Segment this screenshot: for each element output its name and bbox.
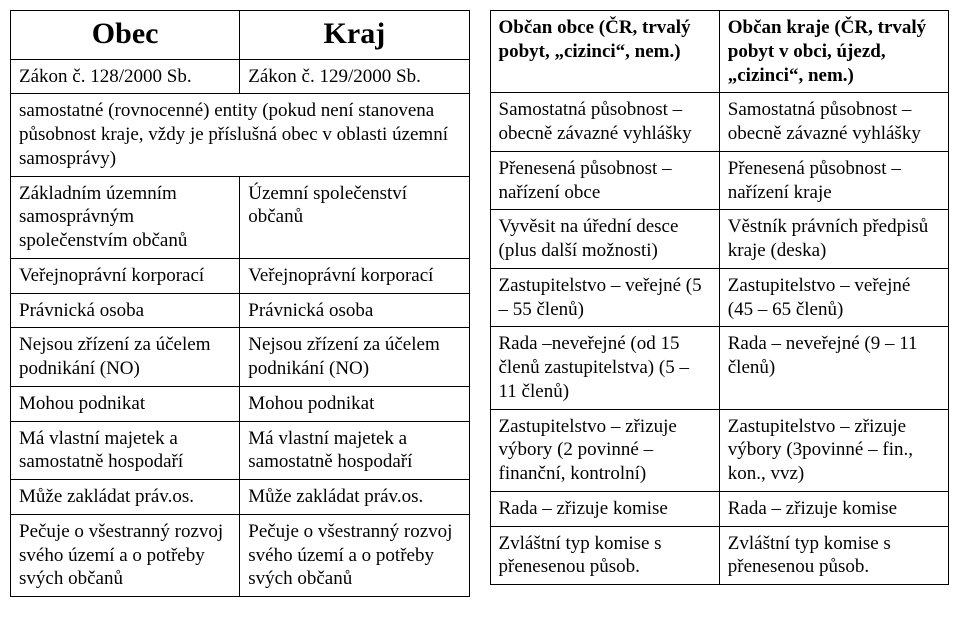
table-row: Občan obce (ČR, trvalý pobyt, „cizinci“,…	[490, 11, 949, 93]
cell: Mohou podnikat	[11, 386, 240, 421]
table-row: Mohou podnikat Mohou podnikat	[11, 386, 470, 421]
left-header-obec: Obec	[11, 11, 240, 60]
cell: Přenesená působnost – nařízení kraje	[719, 151, 948, 210]
table-header-row: Obec Kraj	[11, 11, 470, 60]
right-table: Občan obce (ČR, trvalý pobyt, „cizinci“,…	[490, 10, 950, 585]
table-row: Zastupitelstvo – zřizuje výbory (2 povin…	[490, 409, 949, 491]
table-row: Rada – zřizuje komise Rada – zřizuje kom…	[490, 491, 949, 526]
cell: Občan kraje (ČR, trvalý pobyt v obci, új…	[719, 11, 948, 93]
table-row: Pečuje o všestranný rozvoj svého území a…	[11, 514, 470, 596]
table-row: Může zakládat práv.os. Může zakládat prá…	[11, 480, 470, 515]
left-column: Obec Kraj Zákon č. 128/2000 Sb. Zákon č.…	[10, 10, 470, 597]
right-column: Občan obce (ČR, trvalý pobyt, „cizinci“,…	[490, 10, 950, 597]
cell: Mohou podnikat	[240, 386, 469, 421]
table-row: Rada –neveřejné (od 15 členů zastupitels…	[490, 327, 949, 409]
page-container: Obec Kraj Zákon č. 128/2000 Sb. Zákon č.…	[10, 10, 949, 597]
table-row: Vyvěsit na úřední desce (plus další možn…	[490, 210, 949, 269]
cell: Zvláštní typ komise s přenesenou působ.	[490, 526, 719, 585]
table-row: Základním územním samosprávným společens…	[11, 176, 470, 258]
cell: Vyvěsit na úřední desce (plus další možn…	[490, 210, 719, 269]
cell: Zákon č. 128/2000 Sb.	[11, 59, 240, 94]
cell: Zastupitelstvo – zřizuje výbory (2 povin…	[490, 409, 719, 491]
cell: Zákon č. 129/2000 Sb.	[240, 59, 469, 94]
left-header-kraj: Kraj	[240, 11, 469, 60]
cell: Pečuje o všestranný rozvoj svého území a…	[11, 514, 240, 596]
table-row: Nejsou zřízení za účelem podnikání (NO) …	[11, 328, 470, 387]
cell-span: samostatné (rovnocenné) entity (pokud ne…	[11, 94, 470, 176]
cell: Veřejnoprávní korporací	[240, 258, 469, 293]
table-row: samostatné (rovnocenné) entity (pokud ne…	[11, 94, 470, 176]
cell: Může zakládat práv.os.	[11, 480, 240, 515]
cell: Rada – zřizuje komise	[719, 491, 948, 526]
cell: Občan obce (ČR, trvalý pobyt, „cizinci“,…	[490, 11, 719, 93]
cell: Věstník právních předpisů kraje (deska)	[719, 210, 948, 269]
cell: Územní společenství občanů	[240, 176, 469, 258]
cell: Přenesená působnost – nařízení obce	[490, 151, 719, 210]
cell: Samostatná působnost – obecně závazné vy…	[490, 93, 719, 152]
left-table: Obec Kraj Zákon č. 128/2000 Sb. Zákon č.…	[10, 10, 470, 597]
table-row: Přenesená působnost – nařízení obce Přen…	[490, 151, 949, 210]
cell: Rada – zřizuje komise	[490, 491, 719, 526]
cell: Zastupitelstvo – zřizuje výbory (3povinn…	[719, 409, 948, 491]
cell: Může zakládat práv.os.	[240, 480, 469, 515]
table-row: Zákon č. 128/2000 Sb. Zákon č. 129/2000 …	[11, 59, 470, 94]
table-row: Veřejnoprávní korporací Veřejnoprávní ko…	[11, 258, 470, 293]
cell: Veřejnoprávní korporací	[11, 258, 240, 293]
cell: Právnická osoba	[240, 293, 469, 328]
cell: Základním územním samosprávným společens…	[11, 176, 240, 258]
cell: Nejsou zřízení za účelem podnikání (NO)	[11, 328, 240, 387]
cell: Má vlastní majetek a samostatně hospodař…	[240, 421, 469, 480]
cell: Zastupitelstvo – veřejné (5 – 55 členů)	[490, 268, 719, 327]
cell: Právnická osoba	[11, 293, 240, 328]
table-row: Samostatná působnost – obecně závazné vy…	[490, 93, 949, 152]
cell: Rada – neveřejné (9 – 11 členů)	[719, 327, 948, 409]
cell: Rada –neveřejné (od 15 členů zastupitels…	[490, 327, 719, 409]
table-row: Zastupitelstvo – veřejné (5 – 55 členů) …	[490, 268, 949, 327]
cell: Nejsou zřízení za účelem podnikání (NO)	[240, 328, 469, 387]
cell: Pečuje o všestranný rozvoj svého území a…	[240, 514, 469, 596]
cell: Má vlastní majetek a samostatně hospodař…	[11, 421, 240, 480]
table-row: Právnická osoba Právnická osoba	[11, 293, 470, 328]
table-row: Má vlastní majetek a samostatně hospodař…	[11, 421, 470, 480]
cell: Samostatná působnost – obecně závazné vy…	[719, 93, 948, 152]
table-row: Zvláštní typ komise s přenesenou působ. …	[490, 526, 949, 585]
cell: Zastupitelstvo – veřejné (45 – 65 členů)	[719, 268, 948, 327]
cell: Zvláštní typ komise s přenesenou působ.	[719, 526, 948, 585]
